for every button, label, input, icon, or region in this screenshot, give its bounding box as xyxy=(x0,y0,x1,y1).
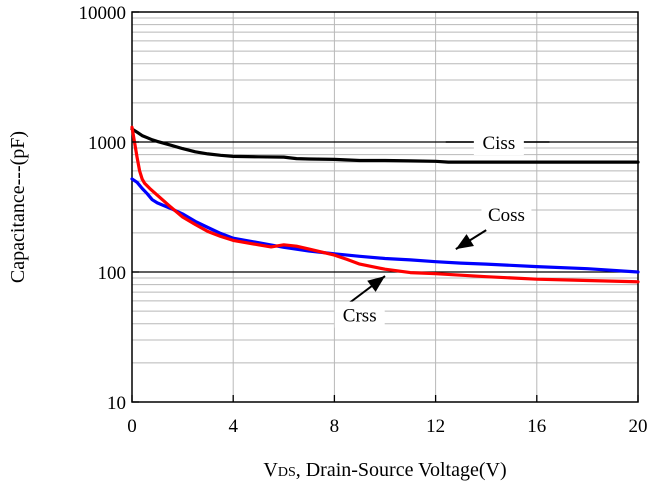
annotation-group: Ciss Coss Crss xyxy=(334,129,550,328)
series-line-crss xyxy=(130,125,640,284)
y-axis-title: Capacitance---(pF) xyxy=(7,131,29,283)
crss-arrow-head xyxy=(367,276,385,292)
y-tick-label: 10 xyxy=(107,393,126,414)
x-tick-label: 12 xyxy=(426,416,445,437)
x-tick-label: 16 xyxy=(527,416,546,437)
x-axis-title: VDS, Drain-Source Voltage(V) xyxy=(263,459,506,481)
series-line-ciss xyxy=(130,127,640,164)
ciss-label: Ciss xyxy=(482,133,515,154)
x-tick-label: 20 xyxy=(629,416,648,437)
y-tick-label: 10000 xyxy=(79,3,127,24)
x-tick-label: 8 xyxy=(330,416,340,437)
crss-label: Crss xyxy=(343,306,377,327)
y-tick-label: 100 xyxy=(98,263,127,284)
series-line-coss xyxy=(130,177,640,274)
plot-frame xyxy=(131,11,639,403)
coss-label-bg xyxy=(481,200,532,227)
y-tick-labels: 10 100 1000 10000 xyxy=(79,3,139,414)
x-tick-label: 0 xyxy=(127,416,137,437)
crss-label-bg xyxy=(334,301,385,328)
ciss-label-bg xyxy=(473,129,524,155)
y-tick-label: 1000 xyxy=(88,133,126,154)
coss-label: Coss xyxy=(488,205,525,226)
x-tick-label: 4 xyxy=(228,416,238,437)
grid-lines xyxy=(132,12,638,402)
x-tick-labels: 0 4 8 12 16 20 xyxy=(127,395,648,437)
series-group xyxy=(130,125,640,284)
coss-arrow-head xyxy=(455,234,474,250)
